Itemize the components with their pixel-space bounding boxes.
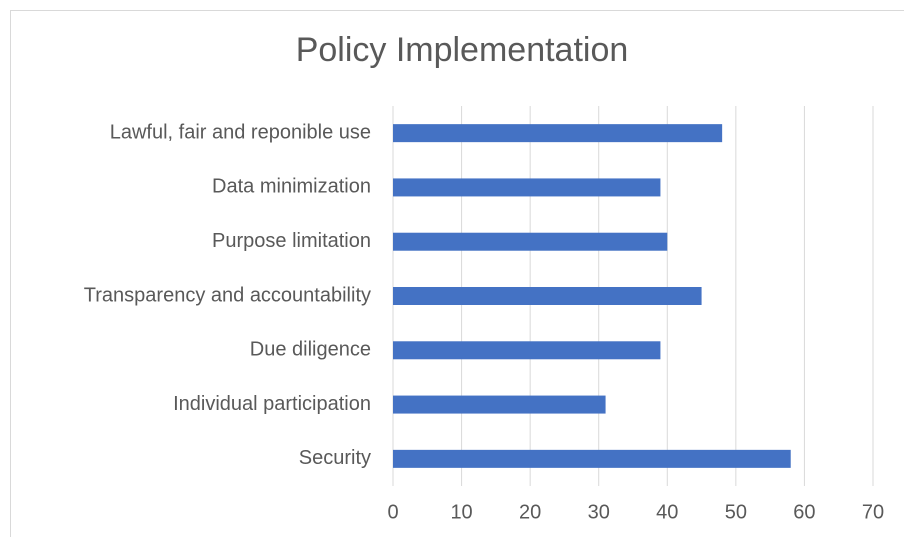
bar xyxy=(393,341,661,360)
chart-frame xyxy=(10,10,904,537)
y-tick-label: Lawful, fair and reponible use xyxy=(110,121,371,143)
y-tick-label: Individual participation xyxy=(173,393,371,415)
y-tick-label: Transparency and accountability xyxy=(84,284,371,306)
x-tick-label: 20 xyxy=(519,501,541,523)
x-tick-label: 60 xyxy=(793,501,815,523)
x-tick-label: 10 xyxy=(450,501,472,523)
y-tick-label: Data minimization xyxy=(212,176,371,198)
x-tick-label: 40 xyxy=(656,501,678,523)
y-tick-label: Purpose limitation xyxy=(212,230,371,252)
bar xyxy=(393,232,668,251)
y-tick-label: Due diligence xyxy=(250,339,371,361)
x-tick-label: 0 xyxy=(387,501,398,523)
x-tick-label: 70 xyxy=(862,501,884,523)
x-tick-label: 30 xyxy=(588,501,610,523)
bar xyxy=(393,287,702,305)
bar xyxy=(393,449,791,468)
x-tick-label: 50 xyxy=(725,501,747,523)
chart-title: Policy Implementation xyxy=(296,31,629,69)
y-tick-label: Security xyxy=(299,447,371,469)
bar xyxy=(393,178,661,197)
bar xyxy=(393,395,606,414)
bar xyxy=(393,124,723,143)
